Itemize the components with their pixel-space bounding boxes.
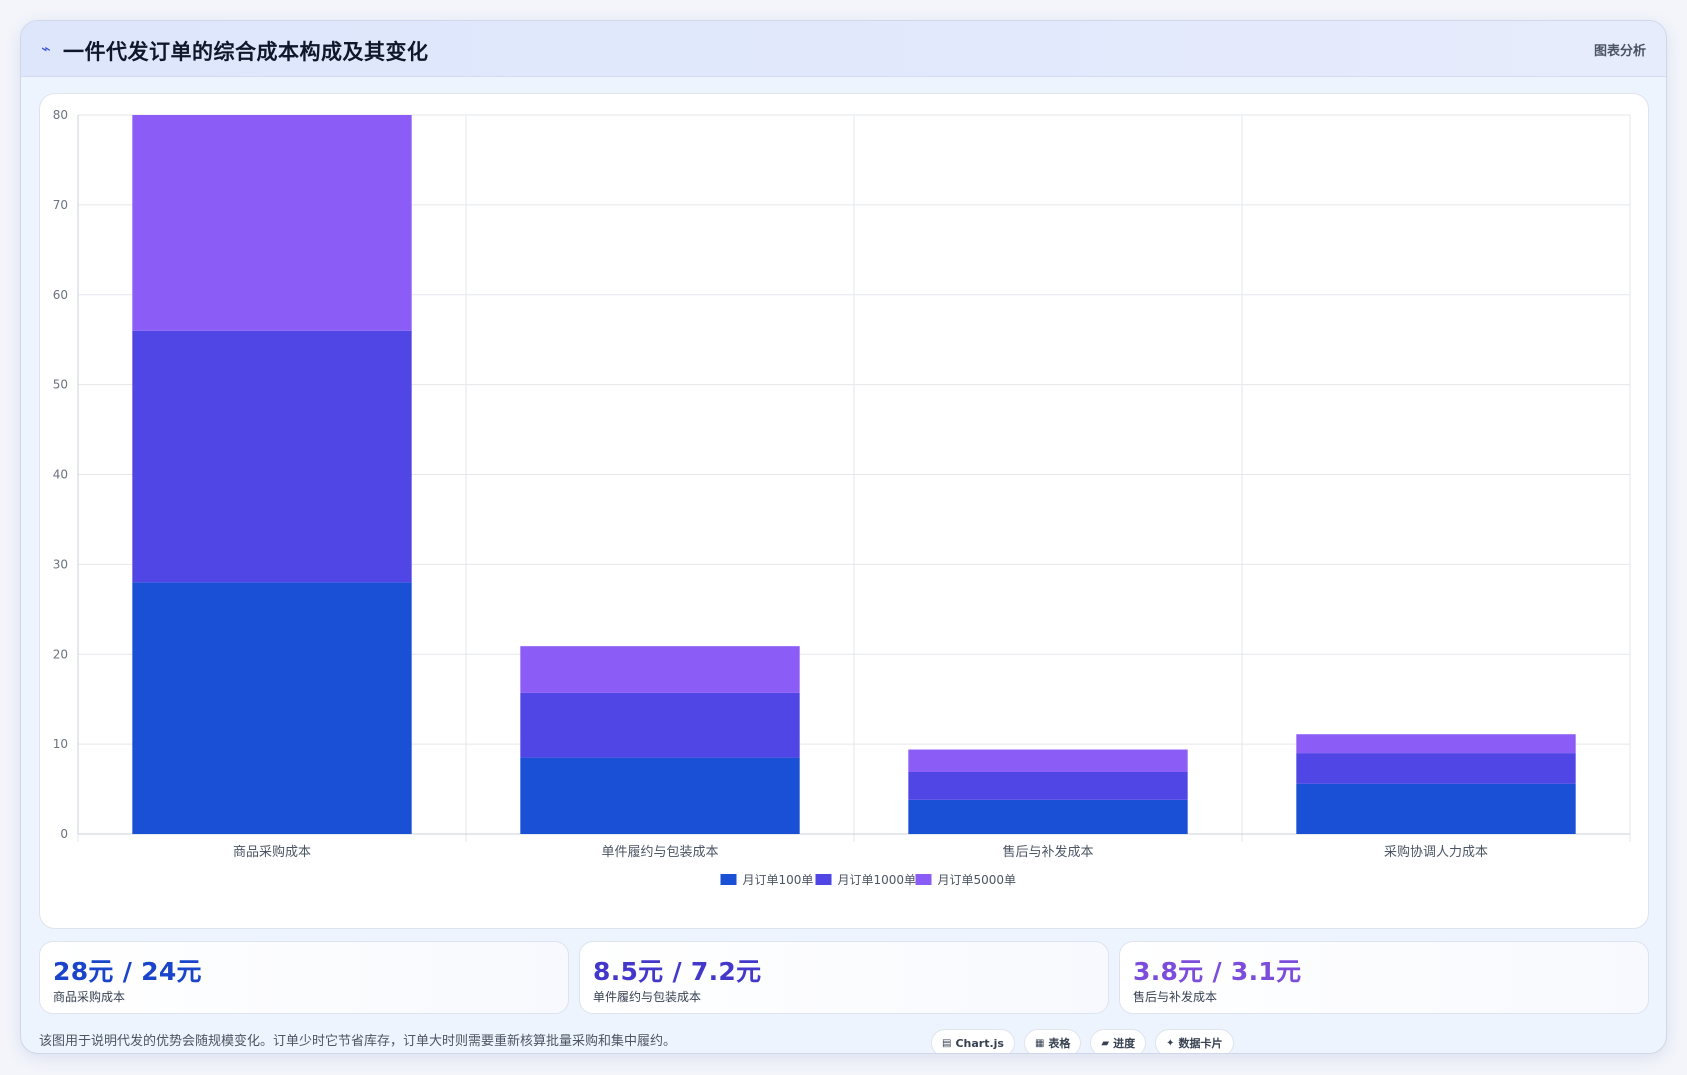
trend-line-icon: ⌁ xyxy=(41,39,51,58)
chart-icon: ▤ xyxy=(942,1037,952,1049)
tag-table[interactable]: ▦ 表格 xyxy=(1023,1029,1082,1053)
stat-card-fulfillment: 8.5元 / 7.2元 单件履约与包装成本 xyxy=(579,941,1109,1014)
bar-segment xyxy=(132,330,412,583)
tag-label: Chart.js xyxy=(955,1036,1004,1050)
tag-data-card[interactable]: ✦ 数据卡片 xyxy=(1155,1029,1234,1053)
stat-card-procurement: 28元 / 24元 商品采购成本 xyxy=(39,941,569,1014)
stat-value: 28元 / 24元 xyxy=(53,957,202,986)
chart-analysis-label: 图表分析 xyxy=(1593,44,1646,59)
chart-panel: 0 10 20 30 40 50 60 70 80 商品采购成本 单件履约与包装成本 售后与补发成本 采… xyxy=(39,93,1649,929)
y-tick-label: 50 xyxy=(53,378,68,392)
legend-swatch xyxy=(720,874,737,885)
y-tick-label: 80 xyxy=(53,108,68,122)
x-tick-label: 商品采购成本 xyxy=(233,844,311,860)
bar-segment xyxy=(908,749,1188,772)
y-tick-label: 0 xyxy=(60,827,68,841)
chart-card: ⌁ 一件代发订单的综合成本构成及其变化 图表分析 0 10 20 30 40 50 60 70… xyxy=(20,20,1667,1054)
bar-segment xyxy=(132,582,412,834)
bar-segment xyxy=(520,646,800,693)
x-tick-label: 售后与补发成本 xyxy=(1002,844,1093,860)
stat-value: 8.5元 / 7.2元 xyxy=(593,957,762,986)
tag-list: ▤ Chart.js ▦ 表格 ▰ 进度 ✦ 数据卡片 xyxy=(931,1029,1234,1053)
y-tick-label: 60 xyxy=(53,288,68,302)
stat-card-aftersales: 3.8元 / 3.1元 售后与补发成本 xyxy=(1119,941,1649,1014)
x-tick-label: 采购协调人力成本 xyxy=(1384,844,1488,860)
stat-label: 商品采购成本 xyxy=(53,990,126,1004)
tag-progress[interactable]: ▰ 进度 xyxy=(1090,1029,1147,1053)
legend-label: 月订单1000单 xyxy=(838,873,917,887)
y-tick-label: 10 xyxy=(53,737,68,751)
stacked-bar-chart: 0 10 20 30 40 50 60 70 80 商品采购成本 单件履约与包装成本 售后与补发成本 采… xyxy=(53,108,1631,887)
stat-label: 单件履约与包装成本 xyxy=(593,990,702,1004)
y-tick-label: 70 xyxy=(53,198,68,212)
bar-segment xyxy=(1296,783,1576,834)
tag-label: 表格 xyxy=(1048,1037,1071,1050)
y-tick-label: 20 xyxy=(53,647,68,661)
legend-label: 月订单5000单 xyxy=(938,873,1017,887)
legend-swatch xyxy=(815,874,832,885)
tag-chartjs[interactable]: ▤ Chart.js xyxy=(931,1029,1015,1053)
y-tick-label: 30 xyxy=(53,557,68,571)
card-icon: ✦ xyxy=(1166,1037,1175,1049)
progress-icon: ▰ xyxy=(1101,1037,1110,1049)
legend-label: 月订单100单 xyxy=(743,873,814,887)
tag-label: 进度 xyxy=(1113,1037,1136,1050)
x-tick-label: 单件履约与包装成本 xyxy=(601,845,718,860)
chart-title: 一件代发订单的综合成本构成及其变化 xyxy=(63,40,429,64)
stat-value: 3.8元 / 3.1元 xyxy=(1133,957,1302,986)
footer-note: 该图用于说明代发的优势会随规模变化。订单少时它节省库存，订单大时则需要重新核算批… xyxy=(39,1034,677,1049)
bar-segment xyxy=(908,771,1188,800)
y-tick-label: 40 xyxy=(53,468,68,482)
bar-segment xyxy=(1296,734,1576,754)
bar-segment xyxy=(1296,753,1576,784)
table-icon: ▦ xyxy=(1034,1037,1045,1049)
bar-segment xyxy=(520,757,800,834)
legend-swatch xyxy=(915,874,932,885)
stat-label: 售后与补发成本 xyxy=(1133,990,1218,1004)
bar-segment xyxy=(132,115,412,331)
bar-segment xyxy=(908,799,1188,834)
bar-segment xyxy=(520,692,800,758)
card-header: ⌁ 一件代发订单的综合成本构成及其变化 图表分析 xyxy=(21,21,1666,77)
tag-label: 数据卡片 xyxy=(1178,1037,1223,1050)
